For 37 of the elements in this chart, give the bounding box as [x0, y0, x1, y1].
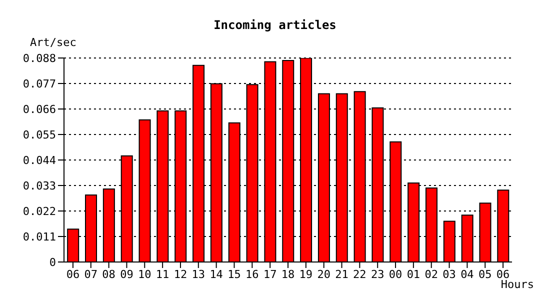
x-tick-label: 03	[442, 268, 456, 281]
x-tick-label: 17	[263, 268, 277, 281]
x-tick-label: 11	[156, 268, 170, 281]
x-tick-label: 09	[120, 268, 134, 281]
y-axis-title: Art/sec	[30, 36, 76, 49]
x-tick-label: 06	[496, 268, 510, 281]
x-tick-label: 21	[335, 268, 348, 281]
x-tick-label: 08	[102, 268, 116, 281]
y-tick-label: 0.066	[22, 102, 56, 116]
x-tick-label: 18	[281, 268, 295, 281]
y-tick-label: 0.044	[22, 154, 56, 167]
y-tick-label: 0.022	[22, 204, 56, 218]
x-tick-label: 13	[192, 268, 206, 281]
x-tick-label: 12	[174, 268, 188, 281]
x-tick-label: 16	[246, 268, 259, 281]
x-tick-label: 04	[460, 268, 474, 281]
x-tick-label: 01	[406, 268, 420, 281]
x-tick-label: 23	[370, 268, 384, 281]
x-tick-label: 00	[388, 268, 402, 281]
chart-title: Incoming articles	[212, 18, 338, 32]
x-tick-label: 22	[353, 268, 366, 281]
x-tick-label: 05	[478, 268, 492, 281]
x-axis-title: Hours	[500, 278, 534, 291]
x-tick-label: 07	[84, 268, 98, 281]
x-tick-label: 02	[424, 268, 438, 281]
x-tick-label: 15	[228, 268, 241, 281]
y-tick-label: 0.011	[22, 230, 56, 244]
y-tick-label: 0.055	[22, 128, 56, 142]
y-tick-label: 0.033	[22, 179, 56, 192]
y-tick-label: 0.077	[22, 77, 56, 90]
x-tick-label: 10	[138, 268, 152, 281]
x-tick-label: 20	[317, 268, 330, 281]
x-tick-label: 19	[299, 268, 313, 281]
x-tick-label: 06	[66, 268, 80, 281]
y-tick-label: 0.088	[22, 52, 56, 65]
x-tick-label: 14	[210, 268, 224, 281]
y-tick-label: 0	[49, 256, 56, 269]
